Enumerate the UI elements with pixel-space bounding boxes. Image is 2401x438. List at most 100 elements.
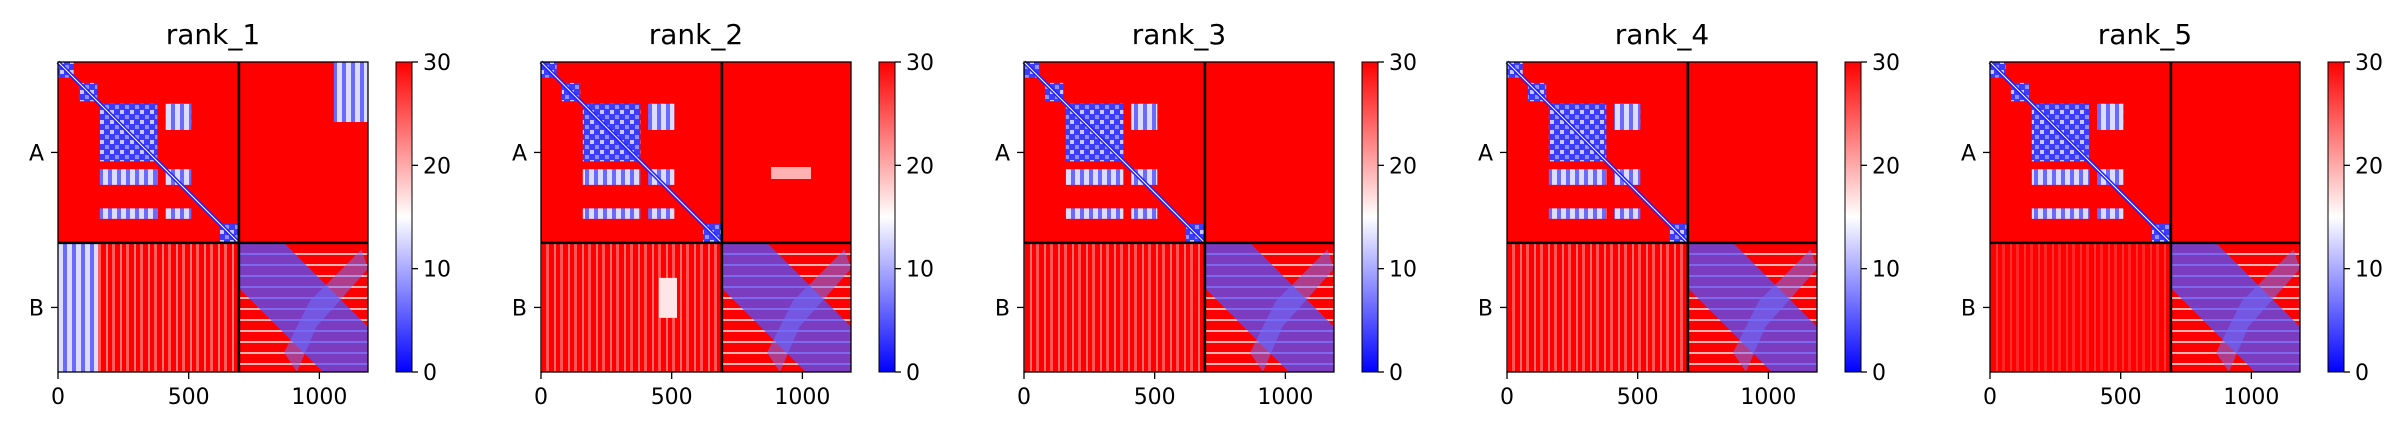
chain-b-diagonal: [238, 242, 368, 372]
x-tick-label: 500: [168, 385, 210, 410]
interchain-block: [1990, 242, 2171, 372]
chain-a-domain: [99, 208, 158, 219]
heatmap-panel-4: rank_4 0 500 1000 A B 0 10 20 30: [1478, 18, 1900, 410]
y-chain-label: A: [1478, 141, 1493, 166]
chain-a-diagonal: [1023, 61, 1206, 244]
colorbar-tick-label: 10: [1389, 258, 1417, 283]
heatmap-cells: [56, 60, 368, 372]
x-tick-label: 500: [1617, 385, 1659, 410]
chain-a-domain: [1548, 208, 1607, 219]
chain-b-antidiagonal: [2216, 249, 2300, 372]
colorbar-tick-label: 10: [423, 258, 451, 283]
interchain-block: [1024, 242, 1205, 372]
x-tick-label: 1000: [291, 385, 347, 410]
x-tick-label: 0: [534, 385, 548, 410]
chain-a-domain: [1065, 169, 1124, 185]
chain-a-domain: [648, 208, 675, 219]
colorbar-tick-label: 0: [906, 361, 920, 386]
colorbar-tick-label: 20: [906, 154, 934, 179]
y-chain-label: B: [512, 296, 527, 321]
colorbar-tick-label: 20: [1872, 154, 1900, 179]
interchain-block: [1507, 242, 1688, 372]
colorbar-tick-label: 0: [1389, 361, 1403, 386]
x-tick-label: 0: [1500, 385, 1514, 410]
chain-a-domain: [648, 103, 675, 130]
heatmap-frame: [57, 61, 369, 373]
chain-b-antidiagonal: [767, 249, 851, 372]
x-tick-label: 1000: [1257, 385, 1313, 410]
chain-a-domain: [1548, 169, 1607, 185]
x-tick-label: 0: [1017, 385, 1031, 410]
colorbar-tick-label: 30: [1389, 51, 1417, 76]
heatmap-frame: [1023, 61, 1335, 373]
chain-a-domain: [165, 208, 192, 219]
heatmap-frame: [1989, 61, 2301, 373]
colorbar-tick-label: 30: [906, 51, 934, 76]
panel-title: rank_4: [1615, 18, 1709, 51]
chain-b-diagonal: [721, 242, 851, 372]
colorbar: [1844, 61, 1862, 373]
colorbar-tick-label: 30: [1872, 51, 1900, 76]
x-tick-label: 500: [1134, 385, 1176, 410]
heatmap-panel-3: rank_3 0 500 1000 A B 0 10 20 30: [995, 18, 1417, 410]
x-tick-label: 500: [651, 385, 693, 410]
x-tick-label: 1000: [2223, 385, 2279, 410]
heatmap-cells: [1022, 60, 1334, 372]
colorbar: [1361, 61, 1379, 373]
heatmap-frame: [540, 61, 852, 373]
panel-title: rank_5: [2098, 18, 2192, 51]
heatmap-cells: [1505, 60, 1817, 372]
colorbar: [2327, 61, 2345, 373]
interchain-block: [58, 242, 98, 372]
y-chain-label: B: [995, 296, 1010, 321]
chain-a-domain: [99, 169, 158, 185]
chain-a-domain: [2031, 208, 2090, 219]
chain-a-domain: [1065, 208, 1124, 219]
chain-b-antidiagonal: [1733, 249, 1817, 372]
colorbar: [878, 61, 896, 373]
panel-title: rank_2: [649, 18, 743, 51]
y-chain-label: B: [1478, 296, 1493, 321]
chain-b-antidiagonal: [284, 249, 368, 372]
chain-a-diagonal: [1989, 61, 2172, 244]
x-tick-label: 0: [1983, 385, 1997, 410]
colorbar-tick-label: 20: [1389, 154, 1417, 179]
y-chain-label: A: [995, 141, 1010, 166]
x-tick-label: 0: [51, 385, 65, 410]
colorbar-tick-label: 10: [1872, 258, 1900, 283]
chain-b-diagonal: [1687, 242, 1817, 372]
chain-a-domain: [582, 169, 641, 185]
panel-title: rank_3: [1132, 18, 1226, 51]
chain-a-domain: [2097, 103, 2124, 130]
chain-a-diagonal: [540, 61, 723, 244]
x-tick-label: 500: [2100, 385, 2142, 410]
colorbar: [395, 61, 413, 373]
heatmap-panel-2: rank_2 0 500 1000 A B 0 10 20 30: [512, 18, 934, 410]
colorbar-tick-label: 20: [2355, 154, 2383, 179]
x-tick-label: 1000: [774, 385, 830, 410]
y-chain-label: A: [29, 141, 44, 166]
colorbar-tick-label: 0: [1872, 361, 1886, 386]
colorbar-tick-label: 0: [2355, 361, 2369, 386]
chain-a-diagonal: [1506, 61, 1689, 244]
heatmap-cells: [539, 60, 851, 372]
y-chain-label: B: [29, 296, 44, 321]
interchain-block: [659, 277, 677, 318]
interchain-block: [333, 62, 368, 122]
chain-b-diagonal: [1204, 242, 1334, 372]
colorbar-tick-label: 10: [2355, 258, 2383, 283]
chain-a-domain: [1614, 208, 1641, 219]
y-chain-label: A: [1961, 141, 1976, 166]
heatmap-panel-5: rank_5 0 500 1000 A B 0 10 20 30: [1961, 18, 2383, 410]
colorbar-tick-label: 30: [2355, 51, 2383, 76]
colorbar-tick-label: 10: [906, 258, 934, 283]
heatmap-frame: [1506, 61, 1818, 373]
colorbar-tick-label: 30: [423, 51, 451, 76]
heatmap-cells: [1988, 60, 2300, 372]
chain-a-domain: [582, 208, 641, 219]
y-chain-label: A: [512, 141, 527, 166]
chain-b-antidiagonal: [1250, 249, 1334, 372]
chain-a-diagonal: [57, 61, 240, 244]
chain-a-domain: [1131, 208, 1158, 219]
